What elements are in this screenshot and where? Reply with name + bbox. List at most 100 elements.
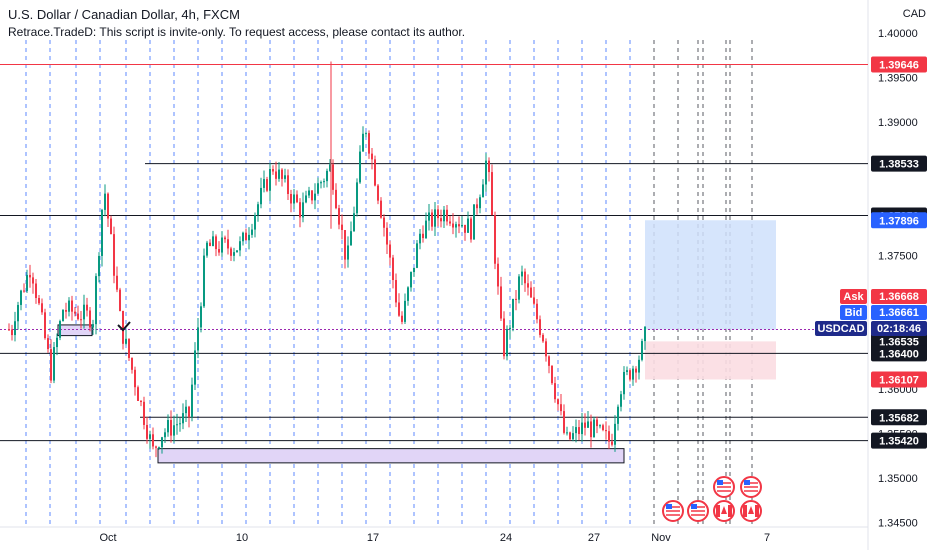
candle (608, 425, 610, 449)
candle (314, 183, 316, 210)
candle (215, 234, 217, 257)
candle (323, 178, 325, 188)
candle (446, 204, 448, 226)
price-axis[interactable] (868, 0, 932, 550)
candle (377, 183, 379, 205)
candle (425, 212, 427, 239)
time-tick-label: 10 (236, 532, 248, 544)
ask-price: 1.36668 (879, 291, 919, 303)
candle (596, 416, 598, 434)
candle (629, 368, 631, 382)
us-flag-icon[interactable] (713, 476, 735, 498)
candle (137, 385, 139, 401)
candle (191, 377, 193, 422)
candle (26, 269, 28, 293)
candle (581, 412, 583, 442)
demand-zone[interactable] (157, 448, 625, 464)
candle (59, 319, 61, 341)
candle (8, 323, 10, 331)
indicator-notice: Retrace.TradeD: This script is invite-on… (8, 25, 466, 39)
candle (497, 257, 499, 295)
candle (398, 293, 400, 317)
bid-label: Bid (845, 307, 863, 319)
candle (89, 307, 91, 332)
us-flag-icon[interactable] (662, 500, 684, 522)
candle (257, 201, 259, 222)
candle (173, 415, 175, 443)
candle (380, 197, 382, 219)
candle (443, 206, 445, 229)
currency-label: CAD (902, 8, 926, 20)
candle (188, 405, 190, 428)
ask-label: Ask (843, 291, 864, 303)
price-level-tag[interactable]: 1.37896 (871, 212, 927, 229)
price-level-tag[interactable]: 1.36107 (871, 371, 927, 388)
candle (548, 355, 550, 374)
price-level-tag[interactable]: 1.39646 (871, 56, 927, 73)
candle (113, 226, 115, 284)
candle (155, 445, 157, 458)
candle (176, 413, 178, 435)
candle (599, 424, 601, 429)
candle (635, 366, 637, 383)
candle (206, 240, 208, 258)
us-flag-icon[interactable] (687, 500, 709, 522)
price-level-tag[interactable]: 1.35420 (871, 432, 927, 449)
candle (428, 203, 430, 231)
candle (593, 416, 595, 438)
candle (77, 305, 79, 321)
candle (512, 298, 514, 332)
order-block-zone[interactable] (57, 324, 93, 337)
ca-flag-icon[interactable] (713, 500, 735, 522)
ca-flag-icon[interactable] (740, 500, 762, 522)
candle (53, 342, 55, 384)
target-zone[interactable] (645, 220, 776, 330)
price-level-value: 1.36107 (879, 374, 919, 386)
price-level-tag[interactable]: 1.36535 (871, 333, 927, 350)
candle (242, 231, 244, 246)
candle (317, 177, 319, 195)
price-level-value: 1.38533 (879, 159, 919, 171)
stop-zone[interactable] (645, 341, 776, 380)
candle (20, 289, 22, 311)
price-level-tag[interactable]: 1.38533 (871, 155, 927, 172)
price-level-tag[interactable]: 1.36400 (871, 345, 927, 362)
candle (506, 325, 508, 361)
candle (542, 333, 544, 343)
candle (539, 315, 541, 338)
candle (461, 215, 463, 228)
candle (266, 176, 268, 193)
candle (482, 179, 484, 198)
candle (230, 246, 232, 262)
bar-countdown-bg (871, 321, 927, 336)
candle (605, 421, 607, 440)
candle (566, 426, 568, 436)
candle (86, 297, 88, 317)
candle (17, 301, 19, 330)
candle (278, 162, 280, 182)
candle (68, 297, 70, 317)
bid-label-bg (840, 305, 867, 320)
candle (560, 394, 562, 416)
candle (578, 420, 580, 441)
candle (407, 286, 409, 306)
candle (569, 431, 571, 441)
candle (530, 281, 532, 298)
us-flag-icon[interactable] (740, 476, 762, 498)
candle (158, 446, 160, 450)
candle (551, 365, 553, 385)
time-tick-label: 7 (764, 532, 770, 544)
candle (332, 159, 334, 195)
price-level-tag[interactable]: 1.35682 (871, 409, 927, 426)
symbol-title[interactable]: U.S. Dollar / Canadian Dollar, 4h, FXCM (8, 7, 240, 22)
candle (602, 423, 604, 432)
candle (95, 273, 97, 335)
candle (521, 265, 523, 286)
candle (233, 247, 235, 262)
candle (335, 183, 337, 210)
candle (524, 268, 526, 292)
candle (269, 162, 271, 202)
candle (179, 417, 181, 432)
candle (152, 427, 154, 450)
